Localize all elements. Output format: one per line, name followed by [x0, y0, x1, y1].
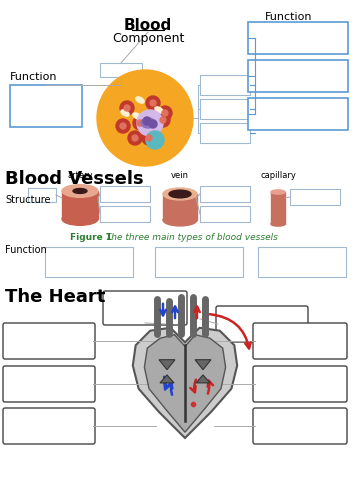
Ellipse shape	[169, 190, 191, 198]
Ellipse shape	[141, 118, 155, 128]
Ellipse shape	[271, 190, 285, 194]
Circle shape	[124, 105, 130, 111]
Circle shape	[146, 135, 152, 141]
Ellipse shape	[133, 113, 141, 119]
Text: Figure 1: Figure 1	[70, 233, 112, 242]
FancyBboxPatch shape	[100, 206, 150, 222]
FancyBboxPatch shape	[200, 186, 250, 202]
Circle shape	[146, 96, 160, 110]
Polygon shape	[144, 335, 226, 432]
FancyBboxPatch shape	[10, 85, 82, 127]
Circle shape	[158, 106, 172, 120]
Text: Function: Function	[10, 72, 58, 82]
Circle shape	[156, 113, 170, 127]
FancyBboxPatch shape	[155, 247, 243, 277]
Circle shape	[142, 131, 156, 145]
Text: Function: Function	[5, 245, 47, 255]
FancyBboxPatch shape	[200, 123, 250, 143]
FancyBboxPatch shape	[45, 247, 133, 277]
FancyBboxPatch shape	[253, 408, 347, 444]
Ellipse shape	[271, 222, 285, 226]
Ellipse shape	[163, 214, 197, 226]
Circle shape	[133, 116, 147, 130]
Polygon shape	[160, 375, 174, 383]
Ellipse shape	[73, 188, 87, 194]
FancyBboxPatch shape	[216, 306, 308, 342]
FancyBboxPatch shape	[253, 366, 347, 402]
FancyBboxPatch shape	[100, 186, 150, 202]
Polygon shape	[133, 328, 237, 438]
Text: vein: vein	[171, 171, 189, 180]
FancyBboxPatch shape	[248, 22, 348, 54]
Ellipse shape	[151, 125, 159, 131]
Ellipse shape	[155, 107, 163, 113]
FancyBboxPatch shape	[200, 206, 250, 222]
Circle shape	[150, 100, 156, 106]
Circle shape	[146, 131, 164, 149]
Circle shape	[120, 123, 126, 129]
Text: Component: Component	[112, 32, 184, 45]
Polygon shape	[195, 360, 211, 370]
FancyBboxPatch shape	[290, 189, 340, 205]
Text: artery: artery	[67, 171, 93, 180]
FancyBboxPatch shape	[3, 323, 95, 359]
Circle shape	[116, 119, 130, 133]
Text: capillary: capillary	[260, 171, 296, 180]
Circle shape	[149, 120, 157, 128]
Circle shape	[143, 117, 151, 125]
Circle shape	[137, 120, 143, 126]
Text: The three main types of blood vessels: The three main types of blood vessels	[100, 233, 278, 242]
Circle shape	[137, 110, 163, 136]
FancyBboxPatch shape	[200, 75, 250, 95]
FancyBboxPatch shape	[248, 98, 348, 130]
Text: Blood: Blood	[124, 18, 172, 33]
FancyBboxPatch shape	[163, 194, 197, 220]
Ellipse shape	[136, 97, 144, 103]
FancyBboxPatch shape	[200, 99, 250, 119]
Circle shape	[162, 110, 168, 116]
Ellipse shape	[163, 188, 197, 200]
Text: Function: Function	[265, 12, 312, 22]
Circle shape	[128, 131, 142, 145]
Ellipse shape	[121, 110, 129, 116]
FancyBboxPatch shape	[253, 323, 347, 359]
FancyBboxPatch shape	[258, 247, 346, 277]
FancyBboxPatch shape	[248, 60, 348, 92]
Polygon shape	[196, 375, 210, 383]
Text: Structure: Structure	[5, 195, 50, 205]
FancyBboxPatch shape	[103, 291, 187, 325]
Ellipse shape	[62, 184, 98, 198]
FancyBboxPatch shape	[3, 408, 95, 444]
Circle shape	[120, 101, 134, 115]
Circle shape	[97, 70, 193, 166]
Polygon shape	[159, 360, 175, 370]
FancyBboxPatch shape	[271, 192, 285, 224]
Circle shape	[160, 117, 166, 123]
Text: The Heart: The Heart	[5, 288, 106, 306]
FancyBboxPatch shape	[100, 63, 142, 77]
Text: Blood Vessels: Blood Vessels	[5, 170, 144, 188]
FancyBboxPatch shape	[3, 366, 95, 402]
FancyBboxPatch shape	[62, 191, 98, 219]
FancyBboxPatch shape	[28, 188, 56, 202]
Circle shape	[132, 135, 138, 141]
Ellipse shape	[62, 212, 98, 226]
